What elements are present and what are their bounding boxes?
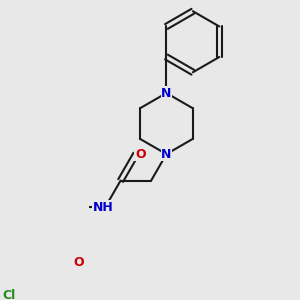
- Text: N: N: [161, 148, 172, 160]
- Text: Cl: Cl: [3, 290, 16, 300]
- Text: O: O: [74, 256, 85, 268]
- Text: N: N: [161, 86, 172, 100]
- Text: O: O: [135, 148, 146, 160]
- Text: NH: NH: [93, 200, 113, 214]
